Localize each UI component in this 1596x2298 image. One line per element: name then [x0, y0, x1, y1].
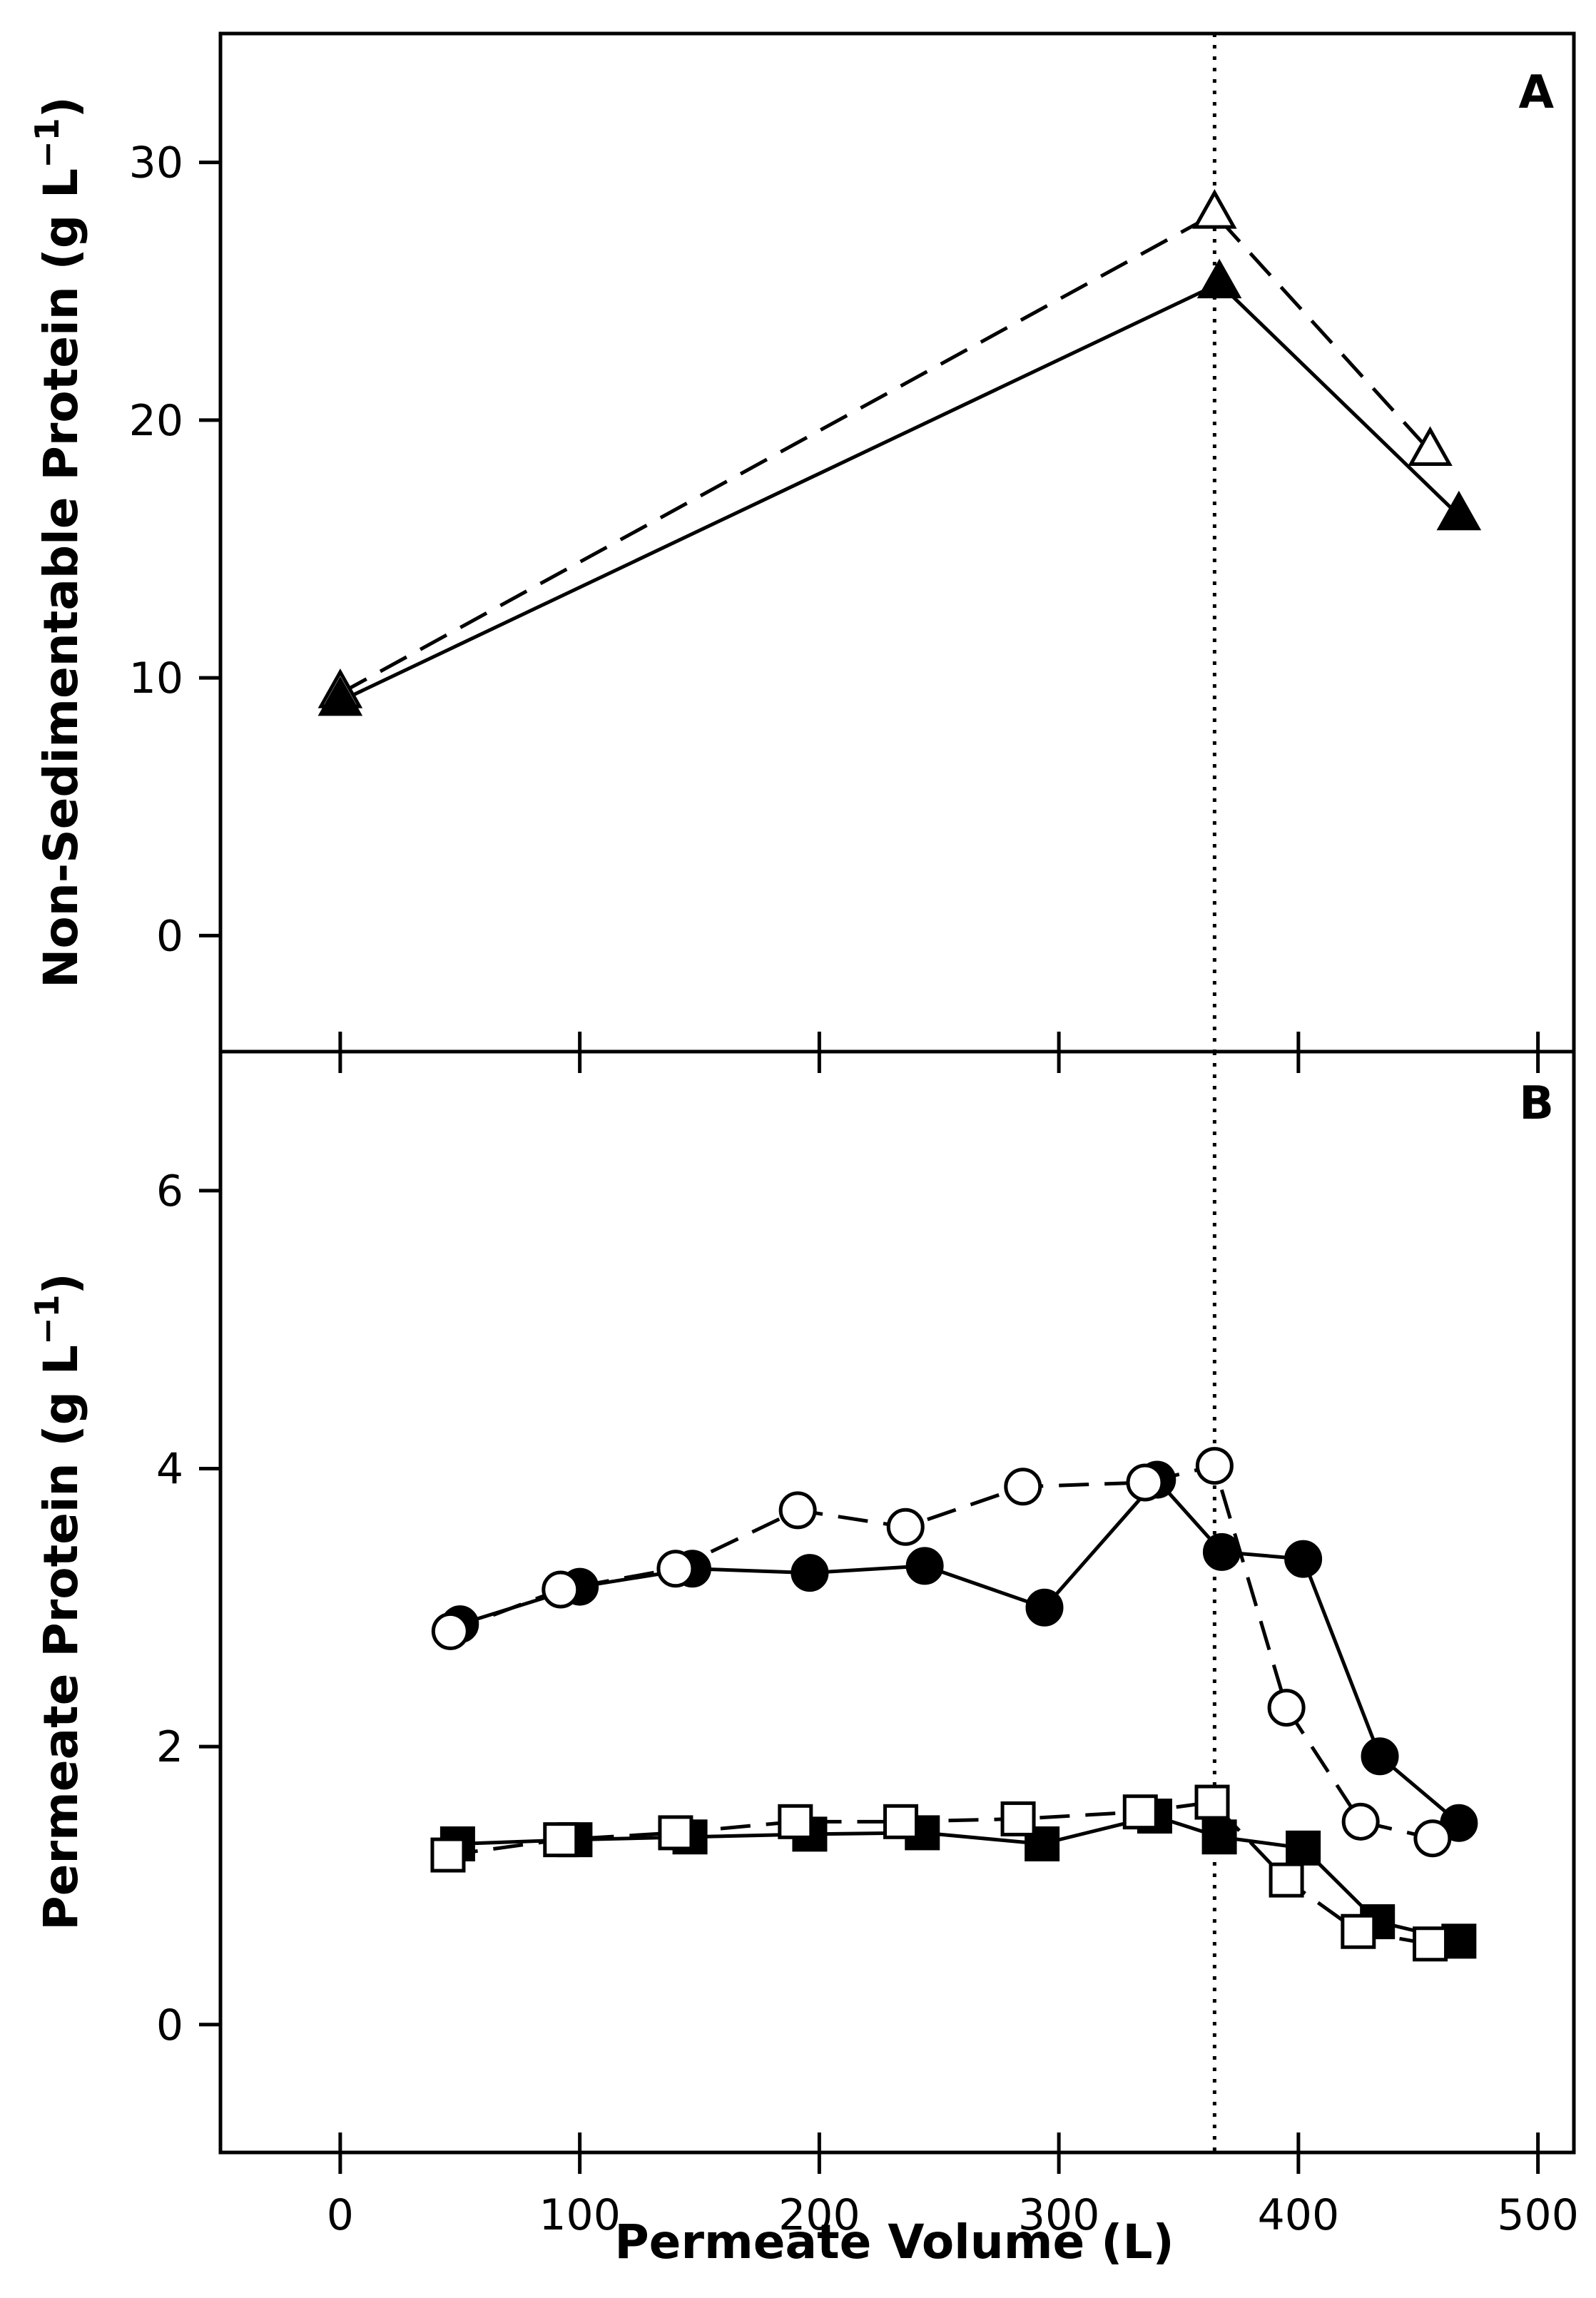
series-line	[449, 1464, 1433, 1841]
series-line	[339, 212, 1432, 696]
data-point-triangle-filled	[1196, 258, 1242, 299]
data-point-square-open	[430, 1837, 466, 1873]
panel-a-frame	[218, 31, 1576, 1054]
data-point-square-open	[543, 1822, 579, 1858]
data-point-square-open	[658, 1815, 693, 1851]
y-tick-label: 6	[156, 1166, 183, 1216]
series-triangle-open	[339, 212, 1432, 696]
x-tick-label: 200	[778, 2190, 860, 2240]
data-point-square-open	[1413, 1926, 1448, 1962]
data-point-circle-filled	[1284, 1540, 1323, 1578]
series-triangle-filled	[339, 281, 1460, 703]
data-point-triangle-filled	[317, 676, 363, 716]
data-point-circle-filled	[1025, 1588, 1064, 1627]
data-point-square-filled	[1286, 1830, 1321, 1866]
data-point-square-filled	[1201, 1819, 1237, 1855]
series-line	[339, 281, 1460, 703]
data-point-square-open	[778, 1804, 813, 1839]
y-tick-label: 30	[129, 138, 183, 188]
markers-circle-open	[431, 1447, 1452, 1858]
markers-circle-filled	[441, 1460, 1478, 1842]
data-point-circle-open	[778, 1491, 817, 1530]
data-point-circle-filled	[1202, 1532, 1241, 1571]
data-point-square-open	[1000, 1801, 1036, 1836]
data-point-triangle-open	[1408, 426, 1453, 466]
data-point-square-open	[1194, 1784, 1230, 1820]
x-tick-label: 300	[1018, 2190, 1100, 2240]
y-tick-label: 10	[129, 654, 183, 703]
y-tick-label: 4	[156, 1444, 183, 1494]
data-point-square-open	[883, 1804, 919, 1839]
data-point-circle-open	[656, 1550, 695, 1588]
x-axis-title: Permeate Volume (L)	[614, 2215, 1174, 2269]
y-tick-label: 2	[156, 1722, 183, 1772]
y-axis-title: Permeate Protein (g L−1)	[28, 1273, 88, 1930]
data-point-circle-open	[1267, 1689, 1306, 1727]
data-point-circle-open	[1341, 1802, 1380, 1841]
data-point-square-open	[1122, 1794, 1158, 1830]
y-tick-label: 20	[129, 396, 183, 446]
x-tick-label: 100	[539, 2190, 621, 2240]
data-point-circle-open	[1195, 1447, 1234, 1485]
data-point-circle-open	[542, 1570, 580, 1609]
data-point-circle-open	[886, 1508, 925, 1546]
data-point-circle-open	[1004, 1468, 1042, 1506]
data-point-circle-open	[1126, 1463, 1164, 1502]
y-tick-label: 0	[156, 2000, 183, 2050]
data-point-circle-filled	[791, 1554, 829, 1592]
x-tick-label: 400	[1258, 2190, 1340, 2240]
x-tick-label: 500	[1497, 2190, 1579, 2240]
y-axis-title: Non-Sedimentable Protein (g L−1)	[28, 96, 88, 988]
data-point-triangle-open	[1192, 189, 1237, 229]
panel-label: A	[1518, 66, 1554, 119]
x-tick-label: 0	[327, 2190, 354, 2240]
markers-triangle-filled	[317, 258, 1482, 716]
data-point-square-open	[1341, 1913, 1376, 1949]
panel-b-frame	[218, 1049, 1576, 2155]
data-point-circle-open	[431, 1612, 469, 1650]
data-point-square-open	[1269, 1862, 1304, 1898]
data-point-square-filled	[1441, 1923, 1477, 1959]
markers-square-open	[430, 1784, 1448, 1962]
data-point-circle-open	[1413, 1819, 1452, 1858]
panel-label: B	[1519, 1077, 1554, 1130]
data-point-circle-filled	[1361, 1737, 1399, 1776]
data-point-circle-filled	[905, 1547, 944, 1585]
y-tick-label: 0	[156, 911, 183, 961]
data-point-triangle-filled	[1436, 490, 1482, 531]
panel-a-chart: 0 10 20 30 A Non-Sedimentable Protein (g L−1)	[28, 31, 1576, 1073]
panel-b-chart: 0 2 4 6 0 100 200 300 400 500 B Permeate Protein (g…	[28, 1049, 1579, 2269]
series-line	[459, 1478, 1460, 1825]
series-circle-open	[449, 1464, 1433, 1841]
markers-square-filled	[439, 1799, 1477, 1959]
series-circle-filled	[459, 1478, 1460, 1825]
